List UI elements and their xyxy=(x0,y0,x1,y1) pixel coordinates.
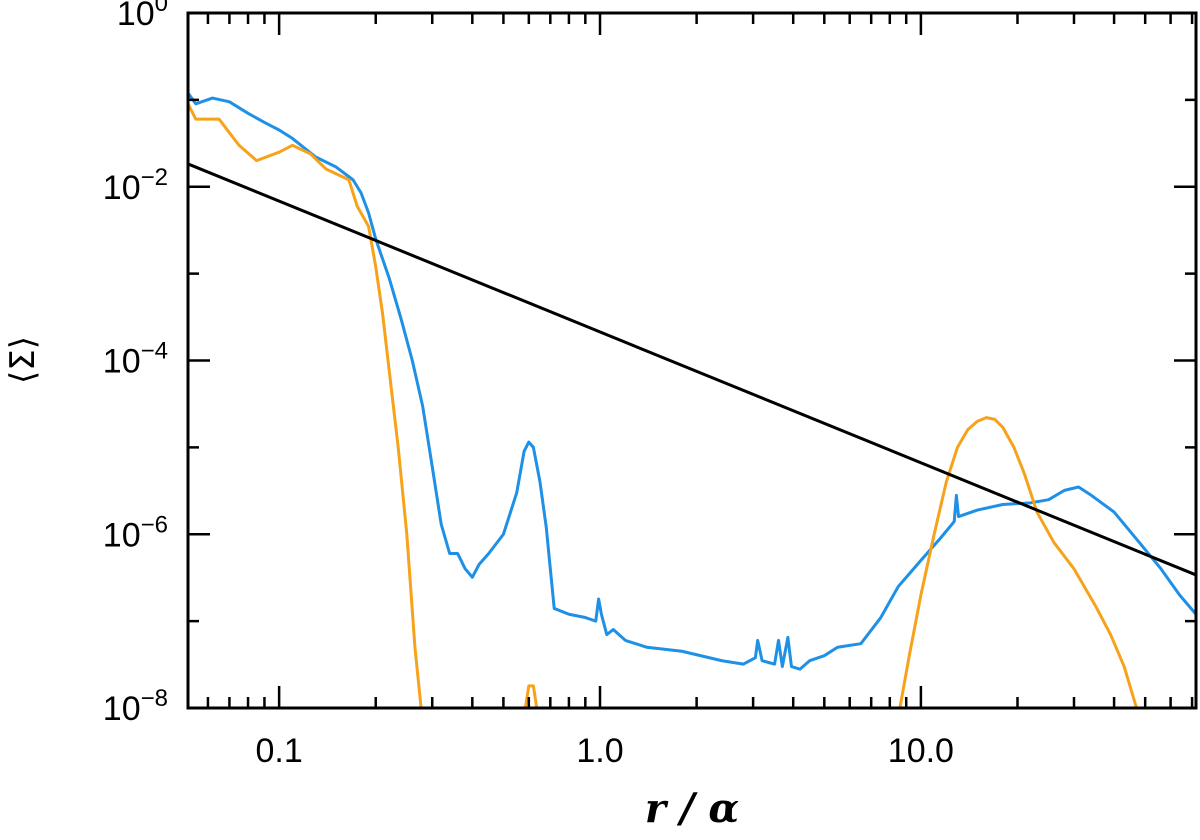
y-tick-label: 100 xyxy=(117,0,168,33)
y-tick-label: 10−8 xyxy=(103,685,168,728)
plot-lines xyxy=(186,92,1198,709)
y-tick-label: 10−4 xyxy=(103,338,168,381)
series-line-4 xyxy=(187,162,1197,577)
x-tick-label: 0.1 xyxy=(255,732,302,770)
ticks xyxy=(188,11,1196,710)
series-line-0 xyxy=(186,92,1198,671)
tick-labels: 0.1 1.0 10.0 10−8 10−6 10−4 10−2 100 xyxy=(103,0,954,770)
x-tick-label: 1.0 xyxy=(576,732,623,770)
series-line-2 xyxy=(523,684,539,709)
plot-frame xyxy=(186,11,1198,710)
series-line-1 xyxy=(186,103,423,709)
y-tick-label: 10−2 xyxy=(103,164,168,207)
x-tick-label: 10.0 xyxy=(888,732,954,770)
y-tick-label: 10−6 xyxy=(103,511,168,554)
series-line-3 xyxy=(898,416,1138,709)
y-axis-title: ⟨Σ⟩ xyxy=(3,336,43,384)
x-axis-title: r / α xyxy=(645,785,739,832)
